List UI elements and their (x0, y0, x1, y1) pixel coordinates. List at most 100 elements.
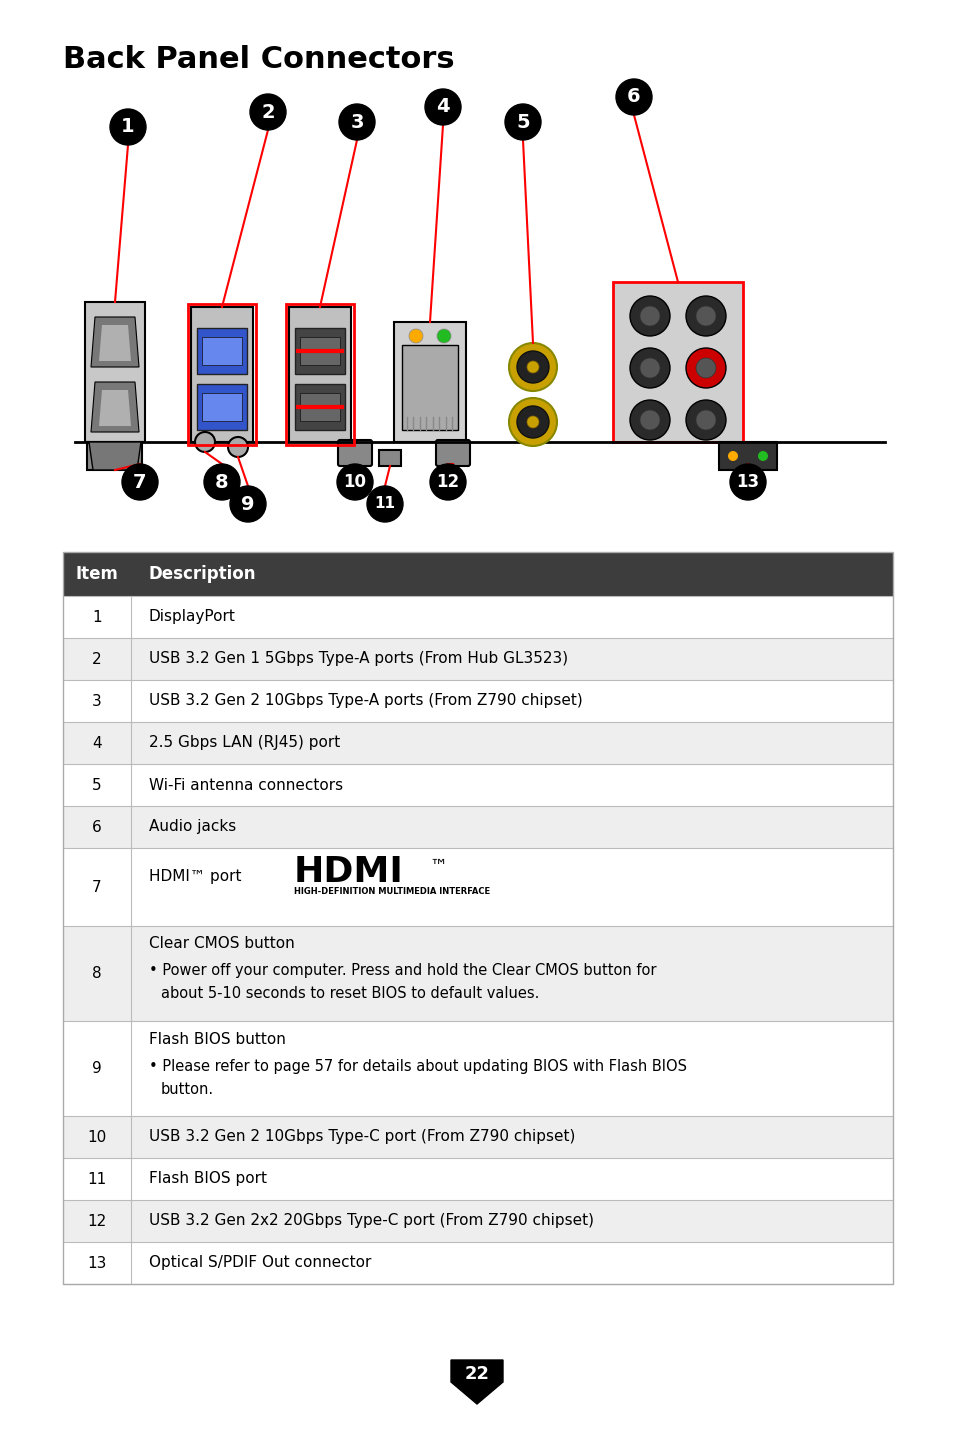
Text: 5: 5 (92, 778, 102, 792)
Text: 8: 8 (215, 473, 229, 491)
Text: Wi-Fi antenna connectors: Wi-Fi antenna connectors (149, 778, 343, 792)
Text: 12: 12 (88, 1213, 107, 1229)
Text: 3: 3 (350, 113, 363, 132)
Circle shape (228, 437, 248, 457)
Text: Flash BIOS button: Flash BIOS button (149, 1031, 286, 1047)
Polygon shape (89, 442, 141, 470)
Text: 9: 9 (92, 1061, 102, 1075)
Text: 10: 10 (343, 473, 366, 491)
FancyBboxPatch shape (191, 306, 253, 442)
Text: 10: 10 (88, 1130, 107, 1144)
FancyBboxPatch shape (196, 328, 247, 374)
Text: DisplayPort: DisplayPort (149, 610, 235, 624)
FancyBboxPatch shape (63, 1116, 892, 1158)
Text: 5: 5 (516, 113, 529, 132)
Text: 22: 22 (464, 1365, 489, 1383)
Text: USB 3.2 Gen 2 10Gbps Type-A ports (From Z790 chipset): USB 3.2 Gen 2 10Gbps Type-A ports (From … (149, 693, 582, 709)
FancyBboxPatch shape (436, 440, 470, 465)
Text: 7: 7 (92, 879, 102, 895)
Text: 11: 11 (88, 1171, 107, 1187)
FancyBboxPatch shape (202, 392, 242, 421)
FancyBboxPatch shape (63, 596, 892, 639)
Text: 13: 13 (736, 473, 759, 491)
Circle shape (696, 410, 716, 430)
FancyBboxPatch shape (202, 337, 242, 365)
Text: • Power off your computer. Press and hold the Clear CMOS button for: • Power off your computer. Press and hol… (149, 964, 656, 978)
Circle shape (336, 464, 373, 500)
FancyBboxPatch shape (196, 384, 247, 430)
Circle shape (526, 361, 538, 372)
Circle shape (338, 105, 375, 140)
Text: HDMI: HDMI (294, 855, 403, 889)
Circle shape (685, 296, 725, 337)
Circle shape (639, 410, 659, 430)
Polygon shape (91, 382, 139, 432)
FancyBboxPatch shape (394, 322, 465, 442)
Circle shape (685, 400, 725, 440)
Circle shape (727, 451, 738, 461)
Text: 6: 6 (92, 819, 102, 835)
Circle shape (122, 464, 158, 500)
Text: 9: 9 (241, 494, 254, 514)
Circle shape (424, 89, 460, 125)
Text: button.: button. (161, 1081, 213, 1097)
Polygon shape (99, 390, 131, 425)
Text: Flash BIOS port: Flash BIOS port (149, 1171, 267, 1187)
FancyBboxPatch shape (613, 282, 742, 442)
Text: ™: ™ (429, 858, 447, 876)
Circle shape (616, 79, 651, 115)
Text: 13: 13 (88, 1256, 107, 1270)
Text: HIGH-DEFINITION MULTIMEDIA INTERFACE: HIGH-DEFINITION MULTIMEDIA INTERFACE (294, 886, 490, 895)
FancyBboxPatch shape (63, 927, 892, 1021)
Text: Clear CMOS button: Clear CMOS button (149, 937, 294, 951)
Circle shape (729, 464, 765, 500)
Text: 11: 11 (375, 497, 395, 511)
Text: about 5-10 seconds to reset BIOS to default values.: about 5-10 seconds to reset BIOS to defa… (161, 987, 538, 1001)
FancyBboxPatch shape (289, 306, 351, 442)
FancyBboxPatch shape (63, 1158, 892, 1200)
FancyBboxPatch shape (63, 806, 892, 848)
Text: 1: 1 (92, 610, 102, 624)
Polygon shape (99, 325, 131, 361)
FancyBboxPatch shape (401, 345, 457, 430)
Text: HDMI™ port: HDMI™ port (149, 869, 241, 885)
FancyBboxPatch shape (63, 848, 892, 927)
Text: Item: Item (75, 566, 118, 583)
Text: 4: 4 (436, 97, 450, 116)
Text: Back Panel Connectors: Back Panel Connectors (63, 44, 455, 74)
Circle shape (504, 105, 540, 140)
Text: Description: Description (149, 566, 256, 583)
FancyBboxPatch shape (63, 680, 892, 722)
FancyBboxPatch shape (88, 442, 142, 470)
Text: 6: 6 (626, 87, 640, 106)
Text: • Please refer to page 57 for details about updating BIOS with Flash BIOS: • Please refer to page 57 for details ab… (149, 1058, 686, 1074)
Text: 3: 3 (92, 693, 102, 709)
Circle shape (685, 348, 725, 388)
Circle shape (629, 348, 669, 388)
FancyBboxPatch shape (337, 440, 372, 465)
FancyBboxPatch shape (294, 328, 345, 374)
Text: 12: 12 (436, 473, 459, 491)
FancyBboxPatch shape (63, 551, 892, 596)
Circle shape (526, 417, 538, 428)
Circle shape (436, 329, 451, 344)
Text: 2: 2 (92, 652, 102, 666)
FancyBboxPatch shape (63, 722, 892, 765)
FancyBboxPatch shape (299, 392, 339, 421)
Text: Optical S/PDIF Out connector: Optical S/PDIF Out connector (149, 1256, 371, 1270)
Circle shape (509, 398, 557, 445)
Circle shape (629, 296, 669, 337)
Text: Audio jacks: Audio jacks (149, 819, 236, 835)
Circle shape (517, 351, 548, 382)
FancyBboxPatch shape (294, 384, 345, 430)
Circle shape (110, 109, 146, 145)
FancyBboxPatch shape (63, 765, 892, 806)
Text: USB 3.2 Gen 2x2 20Gbps Type-C port (From Z790 chipset): USB 3.2 Gen 2x2 20Gbps Type-C port (From… (149, 1213, 594, 1229)
Circle shape (639, 358, 659, 378)
FancyBboxPatch shape (63, 639, 892, 680)
Circle shape (639, 306, 659, 326)
Circle shape (696, 306, 716, 326)
FancyBboxPatch shape (299, 337, 339, 365)
Text: 2: 2 (261, 103, 274, 122)
Circle shape (230, 485, 266, 523)
